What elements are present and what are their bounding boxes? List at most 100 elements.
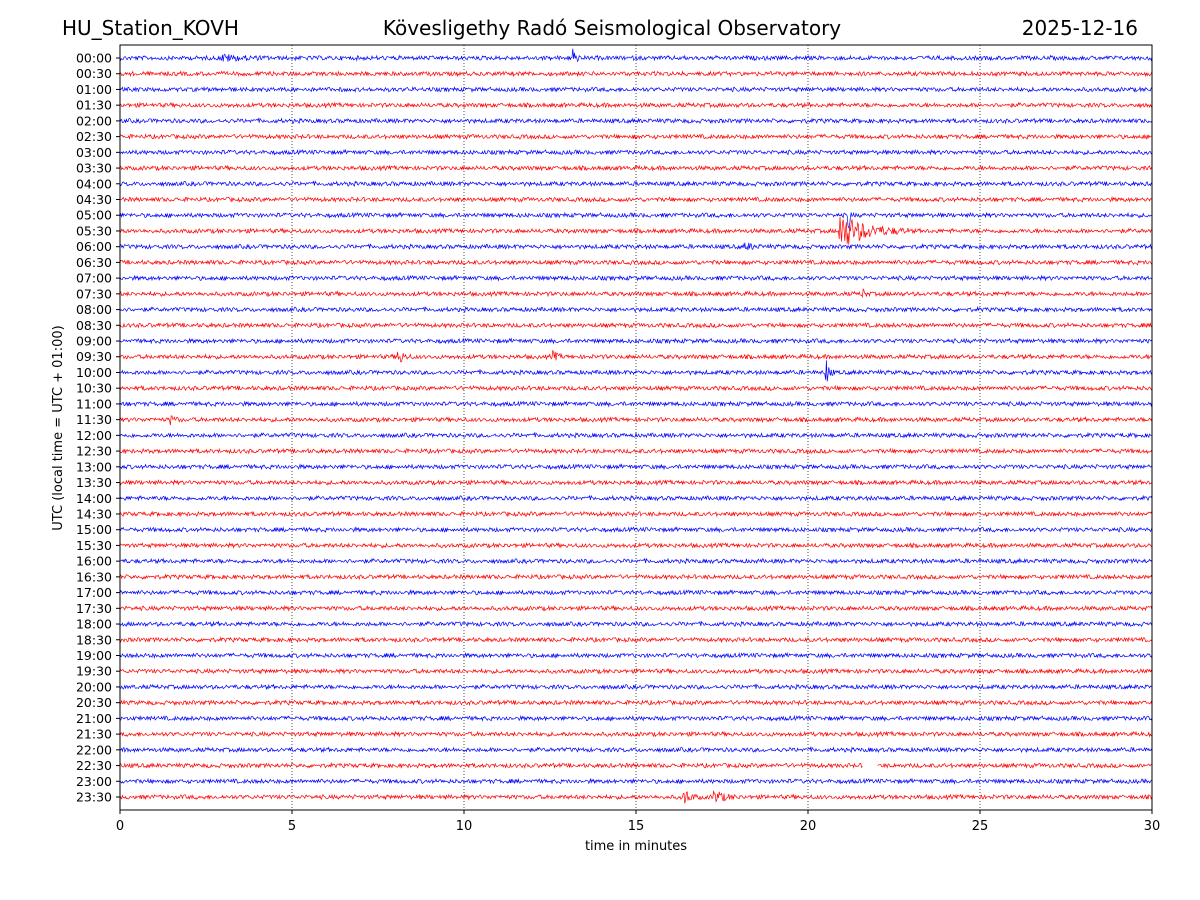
trace-1800 xyxy=(119,620,1153,628)
trace-0530 xyxy=(119,216,1153,245)
trace-1200 xyxy=(119,431,1153,439)
trace-1130 xyxy=(119,415,1153,426)
trace-2100 xyxy=(119,714,1153,722)
y-tick-label: 06:00 xyxy=(76,239,112,254)
y-tick-label: 21:00 xyxy=(76,711,112,726)
trace-0600 xyxy=(119,242,1153,251)
trace-2030 xyxy=(119,699,1153,707)
y-tick-label: 10:30 xyxy=(76,381,112,396)
trace-1330 xyxy=(119,479,1153,487)
y-axis-label: UTC (local time = UTC + 01:00) xyxy=(51,325,66,530)
trace-1230 xyxy=(119,447,1153,455)
trace-0900 xyxy=(119,337,1153,345)
y-tick-label: 15:30 xyxy=(76,538,112,553)
trace-1530 xyxy=(119,541,1153,550)
y-tick-label: 22:30 xyxy=(76,758,112,773)
y-tick-label: 17:00 xyxy=(76,585,112,600)
y-tick-label: 15:00 xyxy=(76,522,112,537)
trace-2200 xyxy=(119,746,1153,754)
y-tick-label: 20:30 xyxy=(76,695,112,710)
y-tick-label: 00:30 xyxy=(76,66,112,81)
trace-0100 xyxy=(119,85,1153,93)
y-tick-label: 11:00 xyxy=(76,396,112,411)
trace-2000 xyxy=(119,683,1153,691)
y-tick-label: 10:00 xyxy=(76,365,112,380)
y-tick-label: 06:30 xyxy=(76,255,112,270)
trace-0030 xyxy=(119,70,1153,78)
trace-1900 xyxy=(119,651,1153,660)
y-tick-label: 00:00 xyxy=(76,51,112,66)
trace-1600 xyxy=(119,557,1153,565)
x-tick-label: 15 xyxy=(628,819,645,834)
trace-0300 xyxy=(119,148,1153,156)
y-tick-label: 18:00 xyxy=(76,617,112,632)
trace-1830 xyxy=(119,636,1153,644)
x-tick-label: 20 xyxy=(800,819,817,834)
x-tick-label: 10 xyxy=(456,819,473,834)
trace-1630 xyxy=(119,573,1153,581)
y-tick-label: 07:00 xyxy=(76,271,112,286)
y-tick-label: 02:00 xyxy=(76,113,112,128)
y-tick-label: 03:30 xyxy=(76,161,112,176)
trace-1500 xyxy=(119,526,1153,534)
y-tick-label: 23:30 xyxy=(76,790,112,805)
y-tick-label: 01:00 xyxy=(76,82,112,97)
y-tick-label: 08:30 xyxy=(76,318,112,333)
y-tick-label: 09:30 xyxy=(76,349,112,364)
y-tick-label: 16:00 xyxy=(76,554,112,569)
trace-1430 xyxy=(119,510,1153,518)
y-tick-label: 07:30 xyxy=(76,286,112,301)
trace-2300 xyxy=(119,777,1153,785)
trace-1400 xyxy=(119,494,1153,502)
y-tick-label: 16:30 xyxy=(76,569,112,584)
trace-2330 xyxy=(119,790,1153,804)
x-tick-label: 25 xyxy=(972,819,989,834)
y-tick-label: 12:30 xyxy=(76,444,112,459)
y-tick-label: 19:00 xyxy=(76,648,112,663)
x-axis-label: time in minutes xyxy=(585,839,687,854)
y-tick-label: 20:00 xyxy=(76,679,112,694)
trace-0800 xyxy=(119,305,1153,313)
y-tick-label: 17:30 xyxy=(76,601,112,616)
y-tick-label: 11:30 xyxy=(76,412,112,427)
trace-0330 xyxy=(119,164,1153,172)
y-tick-label: 05:00 xyxy=(76,208,112,223)
x-tick-label: 0 xyxy=(116,819,124,834)
trace-0230 xyxy=(119,133,1153,141)
y-tick-label: 18:30 xyxy=(76,632,112,647)
trace-0730 xyxy=(119,287,1153,299)
trace-1930 xyxy=(119,667,1153,675)
date-title: 2025-12-16 xyxy=(1022,16,1138,40)
station-title: HU_Station_KOVH xyxy=(62,16,239,40)
trace-1100 xyxy=(119,400,1153,408)
trace-1700 xyxy=(119,589,1153,597)
trace-0400 xyxy=(119,180,1153,188)
y-tick-label: 13:30 xyxy=(76,475,112,490)
y-tick-label: 09:00 xyxy=(76,334,112,349)
trace-1300 xyxy=(119,463,1153,471)
trace-1000 xyxy=(119,360,1153,382)
chart-title: Kövesligethy Radó Seismological Observat… xyxy=(383,16,841,40)
y-tick-label: 12:00 xyxy=(76,428,112,443)
y-tick-label: 04:30 xyxy=(76,192,112,207)
x-tick-label: 30 xyxy=(1144,819,1161,834)
trace-2130 xyxy=(119,730,1153,738)
trace-0000 xyxy=(119,48,1153,63)
y-tick-label: 19:30 xyxy=(76,664,112,679)
y-tick-label: 14:30 xyxy=(76,506,112,521)
trace-0200 xyxy=(119,117,1153,125)
y-tick-label: 22:00 xyxy=(76,742,112,757)
y-tick-label: 04:00 xyxy=(76,176,112,191)
y-tick-label: 05:30 xyxy=(76,223,112,238)
trace-2230 xyxy=(119,761,1153,770)
trace-1730 xyxy=(119,604,1153,612)
trace-0500 xyxy=(119,211,1152,229)
trace-0630 xyxy=(119,258,1153,266)
trace-0700 xyxy=(119,274,1153,282)
x-tick-label: 5 xyxy=(288,819,296,834)
trace-1030 xyxy=(119,384,1153,392)
y-tick-label: 08:00 xyxy=(76,302,112,317)
y-tick-label: 14:00 xyxy=(76,491,112,506)
y-tick-label: 03:00 xyxy=(76,145,112,160)
